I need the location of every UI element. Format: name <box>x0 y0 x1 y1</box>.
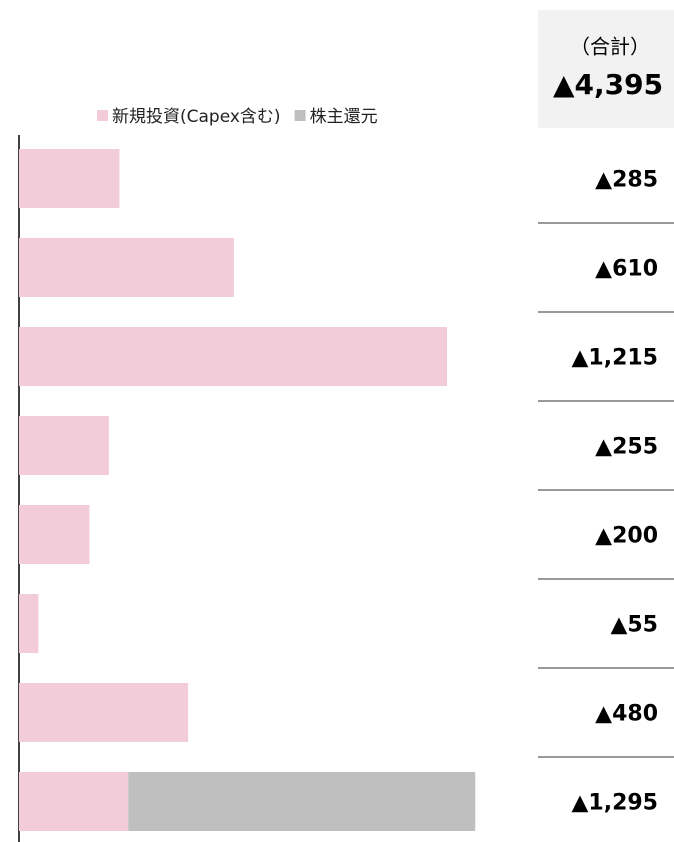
bar <box>19 505 90 564</box>
bar <box>19 149 120 208</box>
bar <box>19 683 189 742</box>
bar <box>19 594 39 653</box>
legend-swatch <box>294 110 306 121</box>
row-total: ▲255 <box>595 435 658 460</box>
row-total: ▲200 <box>595 524 658 549</box>
legend-label: 株主還元 <box>310 107 378 127</box>
legend-label: 新規投資(Capex含む) <box>112 107 281 127</box>
bar <box>19 772 129 831</box>
row-total: ▲1,215 <box>571 346 658 371</box>
row-total: ▲610 <box>595 257 658 282</box>
legend-swatch <box>97 110 108 121</box>
row-total: ▲1,295 <box>571 791 658 816</box>
row-total: ▲285 <box>595 168 658 193</box>
row-total: ▲55 <box>610 613 658 638</box>
grand-total: ▲4,395 <box>553 68 663 101</box>
bar <box>19 327 448 386</box>
row-total: ▲480 <box>595 702 658 727</box>
bar <box>128 772 476 831</box>
bar <box>19 238 234 297</box>
total-header: （合計） <box>570 35 650 59</box>
bar <box>19 416 109 475</box>
total-header-box <box>538 10 674 128</box>
